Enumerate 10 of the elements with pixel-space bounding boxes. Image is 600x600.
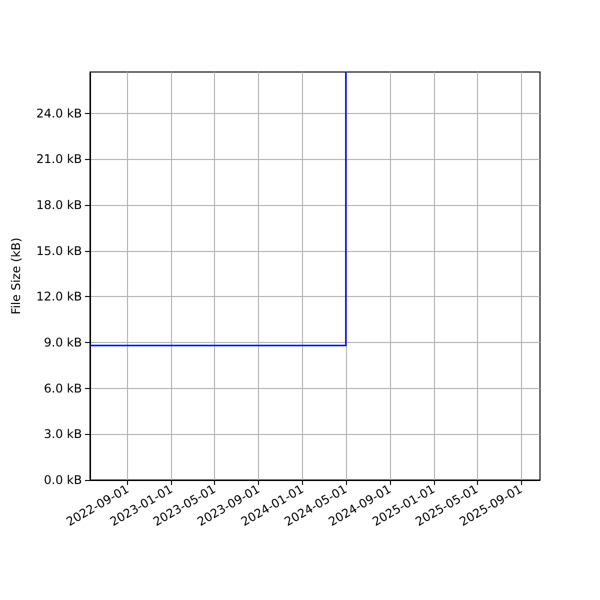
y-tick-label: 6.0 kB <box>44 381 82 396</box>
y-tick-label: 21.0 kB <box>36 152 82 166</box>
y-tick-label: 9.0 kB <box>44 335 82 350</box>
y-tick-label: 18.0 kB <box>36 198 82 212</box>
y-tick-label: 24.0 kB <box>36 106 82 120</box>
y-axis-title: File Size (kB) <box>9 238 23 314</box>
y-tick-label: 12.0 kB <box>36 290 82 304</box>
y-tick-label: 15.0 kB <box>36 244 82 258</box>
y-tick-label: 3.0 kB <box>44 427 82 442</box>
y-tick-label: 0.0 kB <box>44 473 82 487</box>
